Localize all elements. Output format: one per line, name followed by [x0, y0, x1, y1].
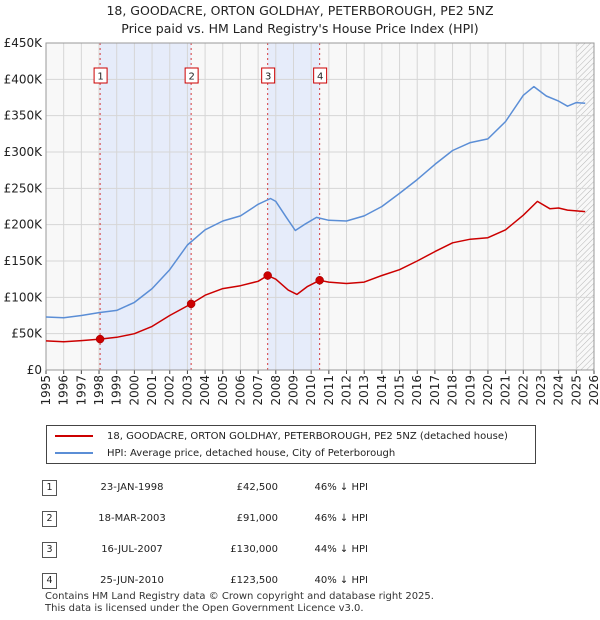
- x-tick-label: 2009: [286, 375, 300, 406]
- table-row: 1 23-JAN-1998 £42,500 46% ↓ HPI: [42, 472, 368, 503]
- sale-label-box: [184, 67, 199, 84]
- sale-date: 16-JUL-2007: [101, 544, 163, 555]
- x-tick-label: 2008: [269, 375, 283, 406]
- x-tick-label: 1995: [39, 375, 53, 406]
- x-tick-label: 1998: [92, 375, 106, 406]
- table-row: 4 25-JUN-2010 £123,500 40% ↓ HPI: [42, 565, 368, 596]
- transactions-table: 1 23-JAN-1998 £42,500 46% ↓ HPI 2 18-MAR…: [42, 472, 368, 596]
- sale-label-number: 4: [317, 72, 323, 83]
- sale-hpi-diff: 46% ↓ HPI: [314, 482, 368, 493]
- x-tick-label: 2025: [569, 375, 583, 406]
- sale-point: [95, 334, 105, 344]
- footer-copyright: Contains HM Land Registry data © Crown c…: [45, 591, 434, 602]
- y-tick-label: £400K: [4, 72, 44, 86]
- future-hatch-area: [576, 43, 594, 370]
- y-tick-label: £100K: [4, 290, 44, 304]
- sale-number: 1: [42, 479, 57, 496]
- shaded-period-1: [100, 43, 192, 370]
- footer: Contains HM Land Registry data © Crown c…: [45, 591, 434, 615]
- x-tick-label: 2024: [552, 375, 566, 406]
- x-tick-label: 2004: [198, 375, 212, 406]
- sale-number: 4: [42, 572, 57, 589]
- sale-date: 23-JAN-1998: [100, 482, 164, 493]
- sale-label-box: [261, 67, 276, 84]
- x-tick-label: 2000: [127, 375, 141, 406]
- x-tick-label: 2023: [534, 375, 548, 406]
- x-tick-label: 1999: [110, 375, 124, 406]
- sale-price: £42,500: [236, 482, 278, 493]
- sale-label-box: [93, 67, 108, 84]
- x-tick-label: 2011: [322, 375, 336, 406]
- x-tick-label: 2020: [481, 375, 495, 406]
- sale-label-number: 1: [97, 72, 103, 83]
- y-tick-label: £250K: [4, 181, 44, 195]
- x-tick-label: 2019: [463, 375, 477, 406]
- sale-point: [315, 276, 324, 285]
- x-tick-label: 2013: [357, 375, 371, 406]
- x-tick-label: 2015: [393, 375, 407, 406]
- sale-label-number: 3: [265, 72, 271, 83]
- x-tick-label: 2022: [516, 375, 530, 406]
- y-tick-label: £150K: [4, 254, 44, 268]
- x-tick-label: 2006: [233, 375, 247, 406]
- x-tick-label: 2002: [163, 375, 177, 406]
- y-tick-label: £350K: [4, 109, 44, 123]
- plot-frame: [45, 42, 595, 371]
- sale-price: £130,000: [230, 544, 278, 555]
- x-tick-label: 2007: [251, 375, 265, 406]
- x-tick-label: 2016: [410, 375, 424, 406]
- x-tick-label: 2018: [446, 375, 460, 406]
- x-tick-label: 2005: [216, 375, 230, 406]
- x-tick-label: 1996: [57, 375, 71, 406]
- sale-hpi-diff: 44% ↓ HPI: [314, 544, 368, 555]
- table-row: 2 18-MAR-2003 £91,000 46% ↓ HPI: [42, 503, 368, 534]
- sale-date: 25-JUN-2010: [100, 575, 164, 586]
- sale-price: £91,000: [236, 513, 278, 524]
- sale-point: [186, 299, 196, 309]
- x-tick-label: 2012: [340, 375, 354, 406]
- legend-item-hpi: HPI: Average price, detached house, City…: [55, 445, 395, 461]
- table-row: 3 16-JUL-2007 £130,000 44% ↓ HPI: [42, 534, 368, 565]
- footer-licence: This data is licensed under the Open Gov…: [45, 603, 364, 614]
- x-tick-label: 2014: [375, 375, 389, 406]
- legend-label-hpi: HPI: Average price, detached house, City…: [107, 447, 396, 459]
- x-tick-label: 2021: [499, 375, 513, 406]
- y-tick-label: £450K: [4, 36, 44, 50]
- price-chart: £0 £50K £100K £150K £200K £250K £300K £350K £400…: [4, 36, 600, 406]
- y-tick-label: £0: [27, 363, 42, 377]
- sale-point: [263, 271, 272, 280]
- legend-item-property: 18, GOODACRE, ORTON GOLDHAY, PETERBOROUG…: [55, 428, 508, 444]
- y-tick-label: £50K: [11, 327, 43, 341]
- title-line-1: 18, GOODACRE, ORTON GOLDHAY, PETERBOROUG…: [106, 3, 494, 18]
- y-tick-label: £300K: [4, 145, 44, 159]
- x-tick-label: 1997: [74, 375, 88, 406]
- x-tick-label: 2026: [587, 375, 600, 406]
- sale-price: £123,500: [230, 575, 278, 586]
- x-tick-label: 2010: [304, 375, 318, 406]
- sale-hpi-diff: 40% ↓ HPI: [314, 575, 368, 586]
- x-tick-label: 2003: [180, 375, 194, 406]
- legend-swatch-property: [55, 435, 93, 437]
- sale-number: 2: [42, 510, 57, 527]
- y-tick-label: £200K: [4, 218, 44, 232]
- legend: 18, GOODACRE, ORTON GOLDHAY, PETERBOROUG…: [46, 425, 536, 464]
- sale-label-box: [313, 67, 328, 84]
- legend-swatch-hpi: [55, 452, 93, 454]
- sale-number: 3: [42, 541, 57, 558]
- title-line-2: Price paid vs. HM Land Registry's House …: [121, 21, 479, 36]
- x-tick-label: 2017: [428, 375, 442, 406]
- sale-hpi-diff: 46% ↓ HPI: [314, 513, 368, 524]
- chart-title: 18, GOODACRE, ORTON GOLDHAY, PETERBOROUG…: [0, 2, 600, 38]
- series-line-hpi: [45, 85, 586, 319]
- legend-label-property: 18, GOODACRE, ORTON GOLDHAY, PETERBOROUG…: [107, 430, 508, 442]
- x-tick-label: 2001: [145, 375, 159, 406]
- sale-label-number: 2: [188, 72, 194, 83]
- sale-date: 18-MAR-2003: [98, 513, 166, 524]
